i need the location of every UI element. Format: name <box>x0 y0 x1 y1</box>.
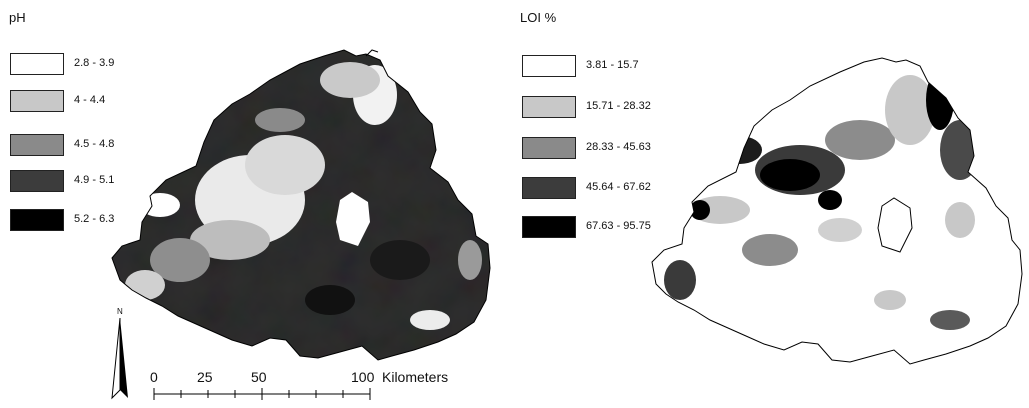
legend-label: 67.63 - 95.75 <box>586 220 651 232</box>
scale-tick-label: 25 <box>197 369 213 385</box>
legend-label: 28.33 - 45.63 <box>586 141 651 153</box>
legend-swatch <box>522 96 576 118</box>
ph-legend-title: pH <box>9 10 26 25</box>
scale-tick-label: 50 <box>251 369 267 385</box>
north-label: N <box>117 307 123 316</box>
legend-swatch <box>10 209 64 231</box>
legend-label: 4.5 - 4.8 <box>74 138 115 150</box>
legend-label: 5.2 - 6.3 <box>74 213 115 225</box>
scale-tick-label: 100 <box>351 369 375 385</box>
scale-bar: 0 25 50 100 Kilometers <box>150 369 448 400</box>
legend-swatch <box>522 216 576 238</box>
legend-label: 3.81 - 15.7 <box>586 59 639 71</box>
legend-swatch <box>10 90 64 112</box>
legend-swatch <box>10 134 64 156</box>
legend-swatch <box>10 53 64 75</box>
legend-swatch <box>522 137 576 159</box>
loi-legend-title: LOI % <box>520 10 557 25</box>
scale-tick-label: 0 <box>150 369 158 385</box>
scale-unit-label: Kilometers <box>382 369 448 385</box>
legend-label: 4 - 4.4 <box>74 94 106 106</box>
loi-map <box>651 57 1023 365</box>
legend-label: 15.71 - 28.32 <box>586 100 651 112</box>
north-arrow-icon: N <box>111 307 128 400</box>
legend-label: 4.9 - 5.1 <box>74 174 115 186</box>
legend-label: 2.8 - 3.9 <box>74 57 115 69</box>
legend-swatch <box>522 55 576 77</box>
ph-map <box>111 49 491 361</box>
legend-label: 45.64 - 67.62 <box>586 181 651 193</box>
legend-swatch <box>522 177 576 199</box>
legend-swatch <box>10 170 64 192</box>
